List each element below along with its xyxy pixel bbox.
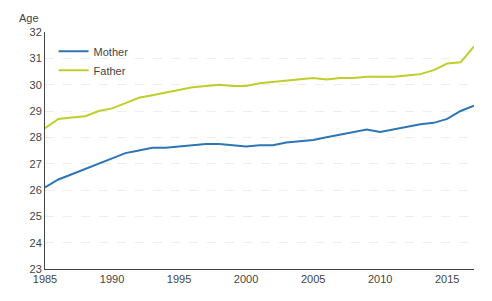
svg-text:24: 24 bbox=[30, 237, 42, 249]
svg-text:1985: 1985 bbox=[33, 273, 57, 285]
svg-text:26: 26 bbox=[30, 184, 42, 196]
svg-text:32: 32 bbox=[30, 26, 42, 38]
svg-text:2000: 2000 bbox=[234, 273, 258, 285]
svg-text:31: 31 bbox=[30, 52, 42, 64]
svg-text:28: 28 bbox=[30, 131, 42, 143]
svg-text:Age: Age bbox=[19, 12, 39, 24]
svg-text:1990: 1990 bbox=[100, 273, 124, 285]
svg-text:30: 30 bbox=[30, 79, 42, 91]
svg-text:2005: 2005 bbox=[301, 273, 325, 285]
svg-text:25: 25 bbox=[30, 210, 42, 222]
svg-text:23: 23 bbox=[30, 263, 42, 275]
svg-text:29: 29 bbox=[30, 105, 42, 117]
svg-text:27: 27 bbox=[30, 158, 42, 170]
svg-text:2010: 2010 bbox=[368, 273, 392, 285]
svg-text:2015: 2015 bbox=[435, 273, 459, 285]
svg-text:Father: Father bbox=[94, 65, 126, 77]
svg-text:1995: 1995 bbox=[167, 273, 191, 285]
svg-text:Mother: Mother bbox=[94, 46, 129, 58]
